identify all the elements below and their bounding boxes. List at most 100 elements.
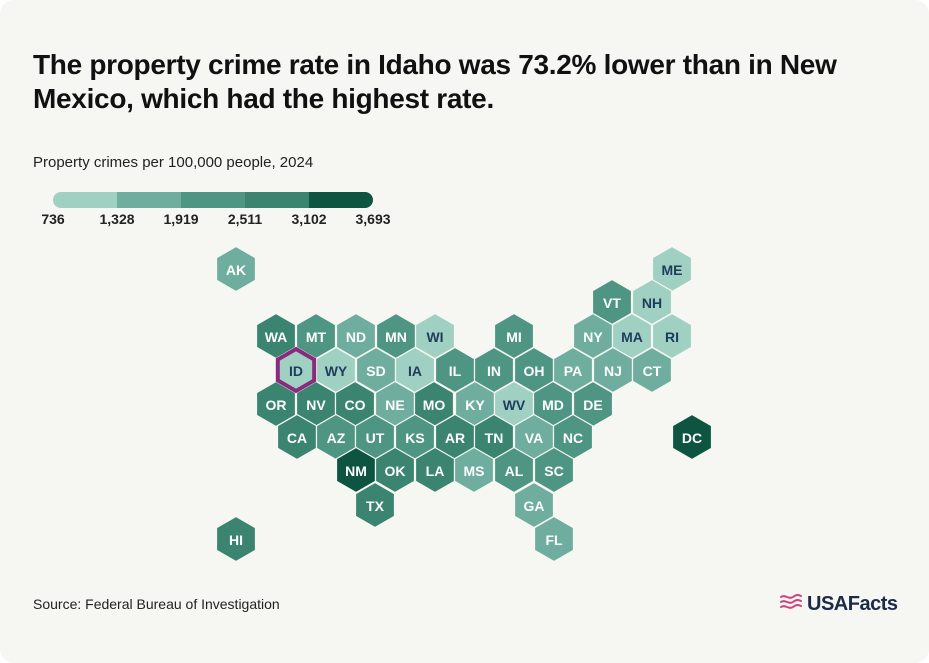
state-label-ct: CT [643,363,662,379]
state-label-nj: NJ [604,363,622,379]
state-label-ne: NE [385,397,404,413]
chart-title: The property crime rate in Idaho was 73.… [33,49,837,114]
state-hex-fl [533,515,575,563]
state-tile-sd[interactable]: SD [355,346,397,394]
state-tile-vt[interactable]: VT [591,278,633,326]
legend-swatch-3 [181,192,245,208]
legend-swatch-2 [117,192,181,208]
logo-text: USAFacts [807,593,898,615]
color-legend [53,192,373,208]
state-label-al: AL [505,463,524,479]
legend-label-min: 736 [41,211,65,227]
state-label-ri: RI [665,329,679,345]
state-tile-ok[interactable]: OK [374,446,416,494]
state-label-ks: KS [405,430,424,446]
state-hex-ok [374,446,416,494]
state-tile-or[interactable]: OR [255,380,297,428]
state-label-wv: WV [503,397,526,413]
legend-label-3: 1,919 [163,211,199,227]
state-tile-me[interactable]: ME [651,245,693,293]
state-label-md: MD [542,397,564,413]
legend-label-2: 1,328 [99,211,135,227]
state-label-in: IN [487,363,501,379]
state-hex-tx [354,481,396,529]
state-label-oh: OH [524,363,545,379]
state-tile-tx[interactable]: TX [354,481,396,529]
state-hex-dc [671,413,713,461]
state-tile-ne[interactable]: NE [374,380,416,428]
state-label-mo: MO [423,397,446,413]
state-label-mt: MT [306,329,327,345]
state-tile-hi[interactable]: HI [215,515,257,563]
state-label-va: VA [525,430,543,446]
state-tile-pa[interactable]: PA [552,346,594,394]
state-tile-dc[interactable]: DC [671,413,713,461]
state-label-mi: MI [506,329,522,345]
state-tile-wy[interactable]: WY [315,346,357,394]
legend-swatch-5 [309,192,373,208]
state-tile-ct[interactable]: CT [631,346,673,394]
state-label-ar: AR [445,430,465,446]
state-label-ma: MA [621,329,643,345]
state-label-ms: MS [464,463,485,479]
state-hex-ms [453,446,495,494]
state-tile-al[interactable]: AL [493,446,535,494]
highlight-outline-id [275,346,317,394]
state-label-la: LA [426,463,445,479]
state-tile-ms[interactable]: MS [453,446,495,494]
state-hex-ak [215,245,257,293]
state-tile-ny[interactable]: NY [572,312,614,360]
state-tile-nd[interactable]: ND [335,312,377,360]
chart-subtitle: Property crimes per 100,000 people, 2024 [33,154,314,171]
legend-label-max: 3,693 [355,211,391,227]
state-tile-ia[interactable]: IA [394,346,436,394]
state-label-ga: GA [524,498,545,514]
state-label-hi: HI [229,532,243,548]
state-tile-nh[interactable]: NH [631,278,673,326]
state-label-nc: NC [563,430,583,446]
state-tile-tn[interactable]: TN [473,413,515,461]
state-label-ut: UT [366,430,385,446]
usafacts-flag-icon [779,593,803,616]
state-label-ak: AK [226,262,246,278]
state-tile-la[interactable]: LA [414,446,456,494]
state-label-nm: NM [345,463,367,479]
state-label-ca: CA [287,430,307,446]
state-tile-ak[interactable]: AK [215,245,257,293]
state-label-id: ID [289,363,303,379]
state-label-co: CO [345,397,366,413]
state-tile-fl[interactable]: FL [533,515,575,563]
state-tile-ks[interactable]: KS [394,413,436,461]
source-note: Source: Federal Bureau of Investigation [33,596,280,612]
state-label-sd: SD [366,363,385,379]
state-label-nd: ND [346,329,366,345]
state-label-tx: TX [366,498,385,514]
state-tile-ga[interactable]: GA [513,481,555,529]
state-label-ky: KY [465,397,485,413]
state-label-or: OR [266,397,287,413]
state-label-az: AZ [327,430,346,446]
state-label-vt: VT [603,295,621,311]
state-hex-sc [533,446,575,494]
state-label-wa: WA [265,329,288,345]
state-label-fl: FL [545,532,563,548]
state-tile-ca[interactable]: CA [276,413,318,461]
state-label-dc: DC [682,430,702,446]
state-tile-ma[interactable]: MA [611,312,653,360]
state-label-sc: SC [544,463,563,479]
legend-swatch-1 [53,192,117,208]
state-tile-nv[interactable]: NV [295,380,337,428]
state-hex-al [493,446,535,494]
state-label-wi: WI [426,329,443,345]
state-hex-ct [631,346,673,394]
state-tile-wv[interactable]: WV [493,380,535,428]
state-tile-wa[interactable]: WA [255,312,297,360]
state-hex-hi [215,515,257,563]
state-label-de: DE [583,397,602,413]
state-tile-sc[interactable]: SC [533,446,575,494]
state-label-ia: IA [408,363,422,379]
state-label-nh: NH [642,295,662,311]
legend-label-5: 3,102 [291,211,327,227]
